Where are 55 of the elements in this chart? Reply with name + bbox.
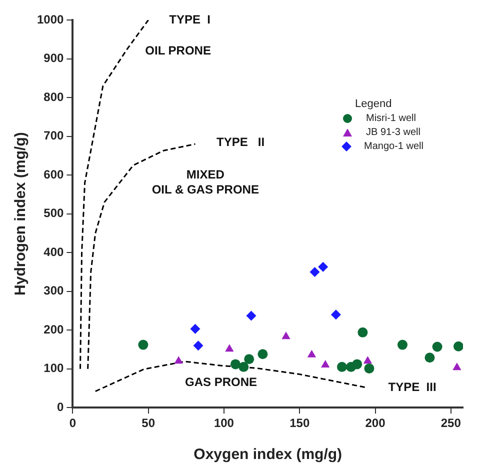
point (453, 341, 463, 352)
y-tick-label: 900 (44, 51, 64, 66)
y-tick-label: 0 (57, 400, 64, 414)
point (364, 363, 374, 374)
point (258, 349, 268, 360)
y-tick-label: 400 (44, 244, 64, 259)
y-tick-label: 500 (44, 206, 64, 220)
point (452, 362, 462, 370)
point (193, 340, 204, 351)
y-tick-label: 1000 (36, 12, 64, 26)
legend-title: Legend (355, 98, 393, 110)
y-tick-label: 200 (44, 322, 64, 336)
legend-label: JB 91-3 well (366, 127, 420, 138)
x-tick-label: 100 (214, 416, 234, 430)
x-tick-label: 250 (440, 416, 462, 430)
point (318, 262, 328, 272)
legend-label: Misri-1 well (366, 113, 416, 124)
x-tick-label: 200 (365, 416, 386, 430)
point (138, 340, 148, 350)
point (246, 310, 256, 321)
annotation: MIXED OIL & GAS PRONE (152, 168, 259, 197)
point (336, 362, 347, 372)
point (352, 359, 362, 370)
annotation: GAS PRONE (185, 375, 258, 390)
x-tick-label: 0 (69, 416, 76, 430)
legend-label: Mango-1 well (364, 141, 424, 152)
point (238, 362, 249, 372)
point (174, 356, 183, 364)
point (321, 360, 330, 368)
point (424, 352, 435, 363)
annotation: TYPE III (388, 380, 436, 394)
point (282, 332, 290, 340)
point (230, 359, 240, 370)
point (363, 356, 372, 364)
point (432, 342, 442, 352)
point (244, 354, 254, 364)
point (358, 327, 368, 338)
y-tick-label: 300 (44, 284, 64, 298)
x-axis-title: Oxygen index (mg/g) (194, 446, 342, 464)
annotation: OIL PRONE (145, 43, 211, 58)
point (307, 350, 316, 358)
x-tick-label: 150 (290, 416, 310, 430)
y-tick-label: 600 (44, 167, 64, 182)
point (225, 344, 234, 352)
y-axis-title: Hydrogen index (mg/g) (12, 132, 30, 296)
annotation: TYPE II (216, 134, 265, 149)
y-tick-label: 100 (44, 361, 64, 376)
point (310, 266, 320, 277)
x-tick-label: 50 (142, 416, 156, 430)
point (190, 324, 200, 334)
annotation: TYPE I (169, 12, 210, 26)
y-tick-label: 800 (44, 90, 64, 104)
point (397, 340, 408, 350)
point (330, 310, 341, 320)
y-tick-label: 700 (44, 128, 64, 143)
